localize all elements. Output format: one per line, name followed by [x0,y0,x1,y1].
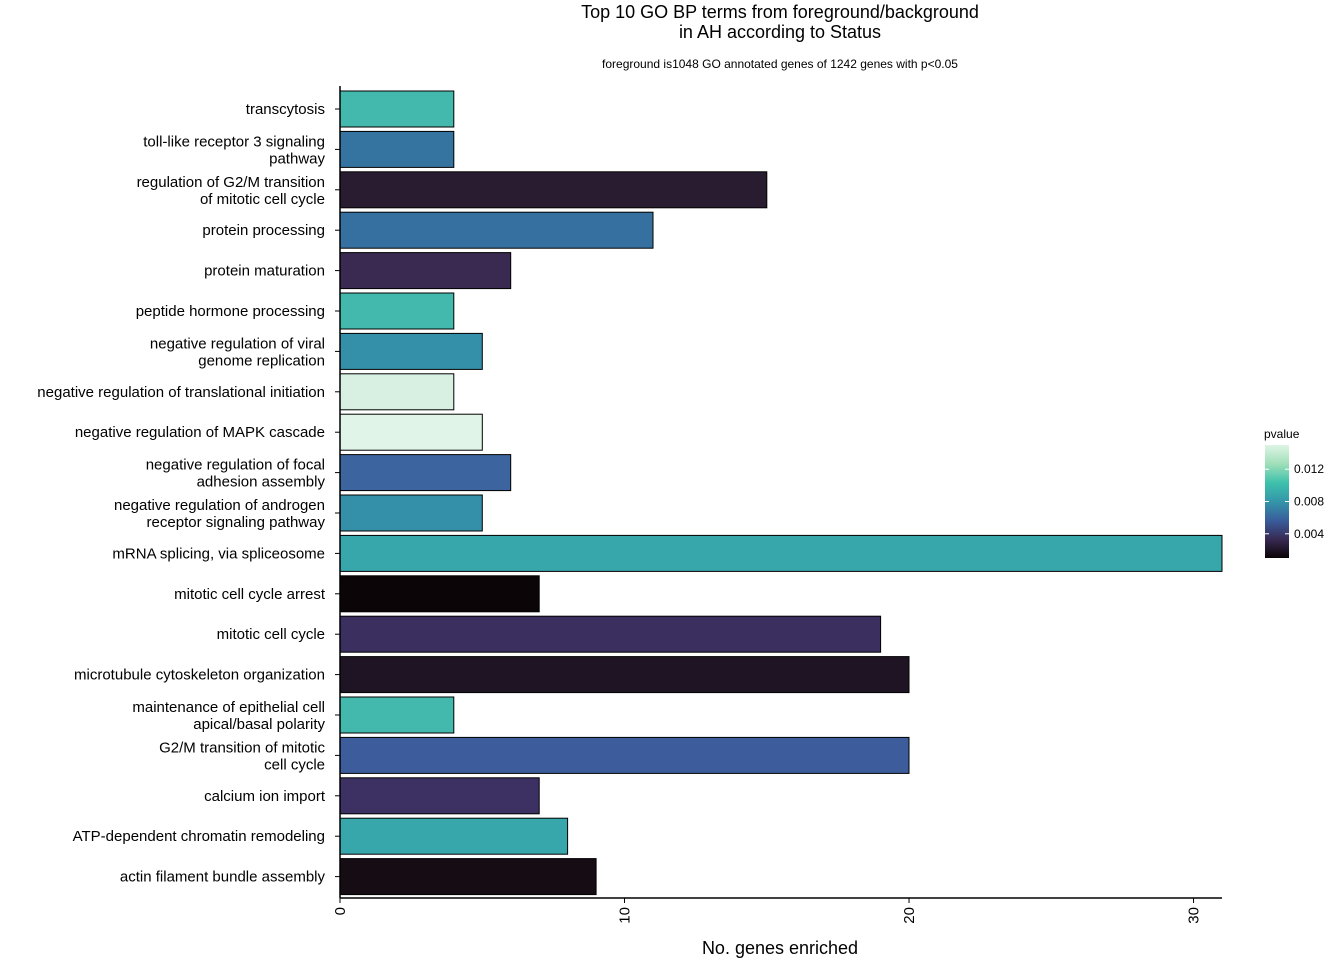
bar [339,656,910,694]
chart-subtitle: foreground is1048 GO annotated genes of … [602,57,958,71]
category-label: negative regulation of MAPK cascade [75,424,325,441]
category-label: mRNA splicing, via spliceosome [112,545,325,562]
category-label: mitotic cell cycle arrest [174,586,326,603]
bar [339,413,483,451]
bar [339,615,882,653]
bar [339,252,512,290]
x-tick-label: 10 [617,907,634,924]
category-label: negative regulation of androgen receptor … [114,497,325,531]
bars-layer [339,90,1223,896]
legend-title: pvalue [1264,427,1300,441]
legend-tick-label: 0.012 [1294,462,1324,476]
chart-title-line1: Top 10 GO BP terms from foreground/backg… [581,2,979,22]
bar [339,332,483,370]
category-label: negative regulation of viral genome repli… [150,335,325,369]
category-label: G2/M transition of mitotic cell cycle [159,739,325,773]
bar [339,736,910,774]
x-tick-label: 20 [901,907,918,924]
category-label: negative regulation of translational ini… [37,384,325,401]
bar [339,130,455,168]
category-label: negative regulation of focal adhesion ass… [146,457,326,491]
category-label: protein processing [202,222,325,239]
bar [339,292,455,330]
category-label: calcium ion import [204,788,326,805]
category-label: peptide hormone processing [136,303,325,320]
x-tick-label: 0 [332,907,349,915]
bar [339,171,768,209]
category-label: ATP-dependent chromatin remodeling [73,828,325,845]
bar [339,90,455,128]
x-axis-title: No. genes enriched [702,938,858,958]
bar [339,211,654,249]
category-labels: transcytosis toll-like receptor 3 signali… [37,101,326,886]
bar [339,534,1223,572]
pvalue-legend: pvalue 0.004 0.008 0.012 [1264,427,1324,558]
category-label: microtubule cytoskeleton organization [74,667,325,684]
legend-tick-label: 0.008 [1294,495,1324,509]
bar [339,817,569,855]
category-label: regulation of G2/M transition of mitotic … [137,174,325,208]
bar [339,696,455,734]
chart-title-line2: in AH according to Status [679,22,881,42]
bar [339,575,540,613]
category-label: transcytosis [246,101,325,118]
bar [339,454,512,492]
bar [339,777,540,815]
bar [339,858,597,896]
category-label: protein maturation [204,263,325,280]
category-label: maintenance of epithelial cell apical/bas… [132,699,325,733]
axes: 0 10 20 30 [332,86,1222,924]
bar [339,373,455,411]
category-label: actin filament bundle assembly [120,869,326,886]
bar [339,494,483,532]
category-label: mitotic cell cycle [217,626,325,643]
legend-tick-label: 0.004 [1294,527,1324,541]
category-label: toll-like receptor 3 signaling pathway [143,133,325,167]
x-tick-label: 30 [1186,907,1203,924]
